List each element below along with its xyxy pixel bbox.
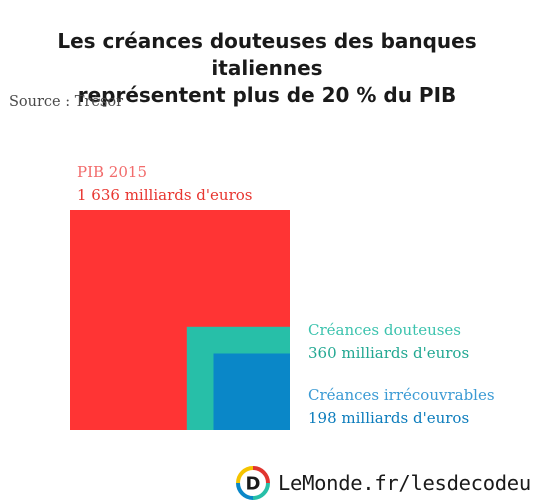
chart-title: Les créances douteuses des banques itali…	[0, 28, 534, 109]
label-douteuses-name: Créances douteuses	[308, 321, 462, 339]
chart-source: Source : Trésor	[9, 94, 124, 110]
chart-title-line-2: représentent plus de 20 % du PIB	[77, 83, 457, 107]
footer: D LeMonde.fr/lesdecodeurs	[236, 463, 534, 503]
label-irrecouvrables-value: 198 milliards d'euros	[308, 409, 470, 427]
chart-title-line-1: Les créances douteuses des banques itali…	[57, 29, 477, 80]
footer-link[interactable]: LeMonde.fr/lesdecodeurs	[278, 471, 534, 495]
label-pib-name: PIB 2015	[77, 163, 147, 181]
label-irrecouvrables-name: Créances irrécouvrables	[308, 386, 495, 404]
lesdecodeurs-logo-icon: D	[236, 466, 270, 500]
label-douteuses-value: 360 milliards d'euros	[308, 344, 470, 362]
square-creances-irrecouvrables	[213, 353, 290, 430]
logo-letter: D	[246, 474, 261, 495]
label-pib-value: 1 636 milliards d'euros	[77, 186, 253, 204]
